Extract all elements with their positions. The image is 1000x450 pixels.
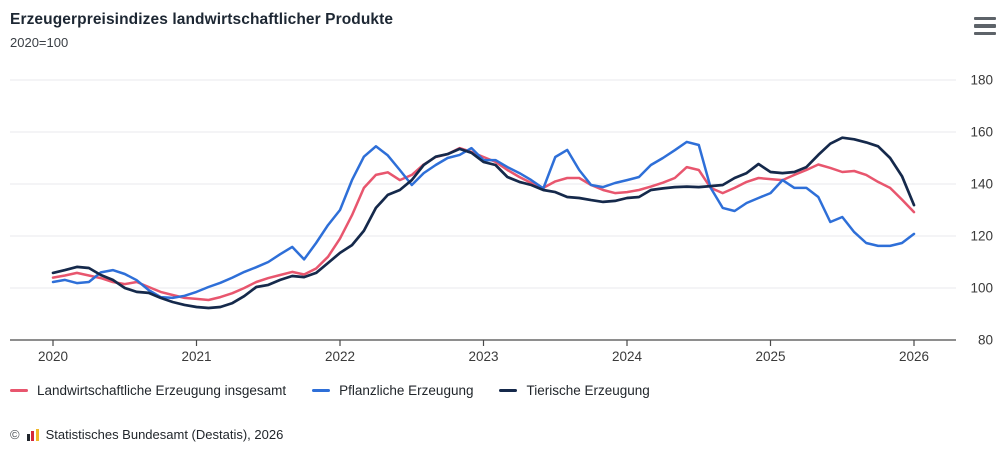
chart-subtitle: 2020=100 <box>10 35 69 50</box>
svg-text:100: 100 <box>970 281 993 296</box>
page-title: Erzeugerpreisindizes landwirtschaftliche… <box>10 11 394 28</box>
svg-text:140: 140 <box>970 177 993 192</box>
source-line: © Statistisches Bundesamt (Destatis), 20… <box>10 427 283 442</box>
hamburger-menu-icon[interactable] <box>974 17 996 35</box>
legend-item-animal[interactable]: Tierische Erzeugung <box>499 383 650 398</box>
svg-text:2023: 2023 <box>468 349 498 364</box>
svg-text:120: 120 <box>970 229 993 244</box>
source-text: Statistisches Bundesamt (Destatis), 2026 <box>45 427 284 442</box>
chart-legend: Landwirtschaftliche Erzeugung insgesamt … <box>10 383 650 398</box>
svg-text:2020: 2020 <box>38 349 68 364</box>
legend-label: Pflanzliche Erzeugung <box>339 383 474 398</box>
svg-text:80: 80 <box>978 333 993 348</box>
legend-swatch-animal <box>499 389 518 392</box>
chart-area[interactable]: 2020 2021 2022 2023 2024 2025 2026 80 100 120 140 1… <box>0 0 1000 378</box>
menu-bar <box>974 31 996 35</box>
menu-bar <box>974 17 996 21</box>
svg-text:180: 180 <box>970 73 993 88</box>
svg-text:160: 160 <box>970 125 993 140</box>
copyright-symbol: © <box>10 427 20 442</box>
svg-text:2021: 2021 <box>181 349 211 364</box>
svg-text:2024: 2024 <box>612 349 643 364</box>
svg-text:2026: 2026 <box>899 349 929 364</box>
legend-swatch-total <box>10 389 28 392</box>
legend-swatch-plant <box>312 389 331 392</box>
destatis-logo-icon <box>26 428 39 441</box>
legend-item-plant[interactable]: Pflanzliche Erzeugung <box>312 383 473 398</box>
menu-bar <box>974 24 996 28</box>
svg-text:2025: 2025 <box>755 349 785 364</box>
svg-text:2022: 2022 <box>325 349 355 364</box>
legend-item-total[interactable]: Landwirtschaftliche Erzeugung insgesamt <box>10 383 286 398</box>
legend-label: Landwirtschaftliche Erzeugung insgesamt <box>37 383 287 398</box>
legend-label: Tierische Erzeugung <box>526 383 650 398</box>
